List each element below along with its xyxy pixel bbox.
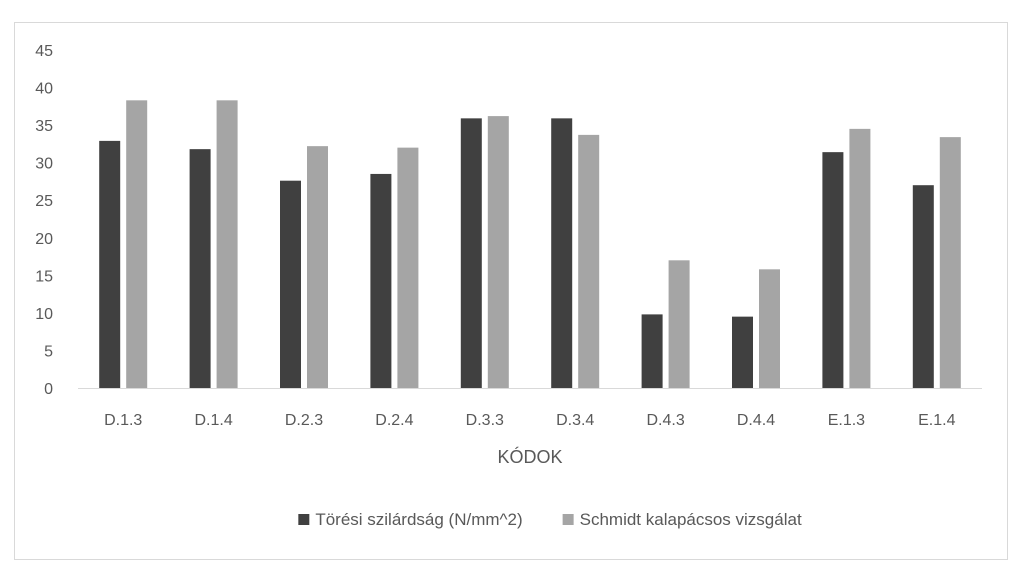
bar-D.3.3-series-2 xyxy=(487,116,509,388)
x-axis-ticks: D.1.3 D.1.4 D.2.3 D.2.4 D.3.3 D.3.4 D.4.3 D.4.4… xyxy=(104,412,956,429)
bar-D.3.4-series-2 xyxy=(578,134,600,388)
bar-D.2.3-series-1 xyxy=(280,180,301,388)
bar-D.4.4-series-2 xyxy=(759,269,780,388)
bar-D.2.3-series-2 xyxy=(307,146,328,388)
bar-E.1.3-series-2 xyxy=(849,128,871,388)
y-tick-label: 40 xyxy=(35,81,53,98)
x-tick-label: D.4.3 xyxy=(646,412,684,429)
bar-E.1.4-series-1 xyxy=(912,185,934,388)
bar-E.1.4-series-2 xyxy=(939,137,961,388)
legend: Törési szilárdság (N/mm^2) Schmidt kalapá… xyxy=(298,510,802,529)
y-axis-ticks: 0 5 10 15 20 25 30 35 40 45 xyxy=(35,43,53,398)
y-tick-label: 45 xyxy=(35,43,53,60)
x-tick-label: D.4.4 xyxy=(737,412,775,429)
x-axis-title: KÓDOK xyxy=(497,446,562,467)
x-tick-label: D.1.4 xyxy=(194,412,232,429)
bar-D.3.3-series-1 xyxy=(460,118,482,389)
bar-E.1.3-series-1 xyxy=(822,152,844,388)
bar-D.2.4-series-1 xyxy=(370,173,392,388)
y-tick-label: 35 xyxy=(35,118,53,135)
legend-swatch xyxy=(562,514,574,525)
y-tick-label: 30 xyxy=(35,156,53,173)
y-tick-label: 10 xyxy=(35,306,53,323)
x-tick-label: D.3.3 xyxy=(466,412,504,429)
legend-item: Törési szilárdság (N/mm^2) xyxy=(298,510,523,529)
legend-label: Törési szilárdság (N/mm^2) xyxy=(315,510,522,529)
y-tick-label: 5 xyxy=(44,343,53,360)
y-tick-label: 25 xyxy=(35,193,53,210)
x-tick-label: D.1.3 xyxy=(104,412,142,429)
x-tick-label: D.3.4 xyxy=(556,412,594,429)
y-tick-label: 0 xyxy=(44,381,53,398)
bar-D.1.3-series-2 xyxy=(126,100,148,388)
bars xyxy=(99,100,961,389)
bar-D.4.3-series-2 xyxy=(668,260,690,388)
bar-D.2.4-series-2 xyxy=(397,147,419,388)
legend-item: Schmidt kalapácsos vizsgálat xyxy=(562,510,802,529)
bar-D.3.4-series-1 xyxy=(551,118,573,389)
x-tick-label: D.2.3 xyxy=(285,412,323,429)
bar-D.1.4-series-2 xyxy=(216,100,238,388)
bar-D.1.3-series-1 xyxy=(99,140,121,388)
legend-label: Schmidt kalapácsos vizsgálat xyxy=(580,510,802,529)
x-tick-label: D.2.4 xyxy=(375,412,413,429)
bar-D.1.4-series-1 xyxy=(189,149,211,388)
x-tick-label: E.1.3 xyxy=(828,412,865,429)
y-tick-label: 20 xyxy=(35,231,53,248)
x-tick-label: E.1.4 xyxy=(918,412,955,429)
legend-swatch xyxy=(298,514,310,525)
bar-D.4.4-series-1 xyxy=(732,316,753,388)
bar-D.4.3-series-1 xyxy=(641,314,663,388)
y-tick-label: 15 xyxy=(35,268,53,285)
